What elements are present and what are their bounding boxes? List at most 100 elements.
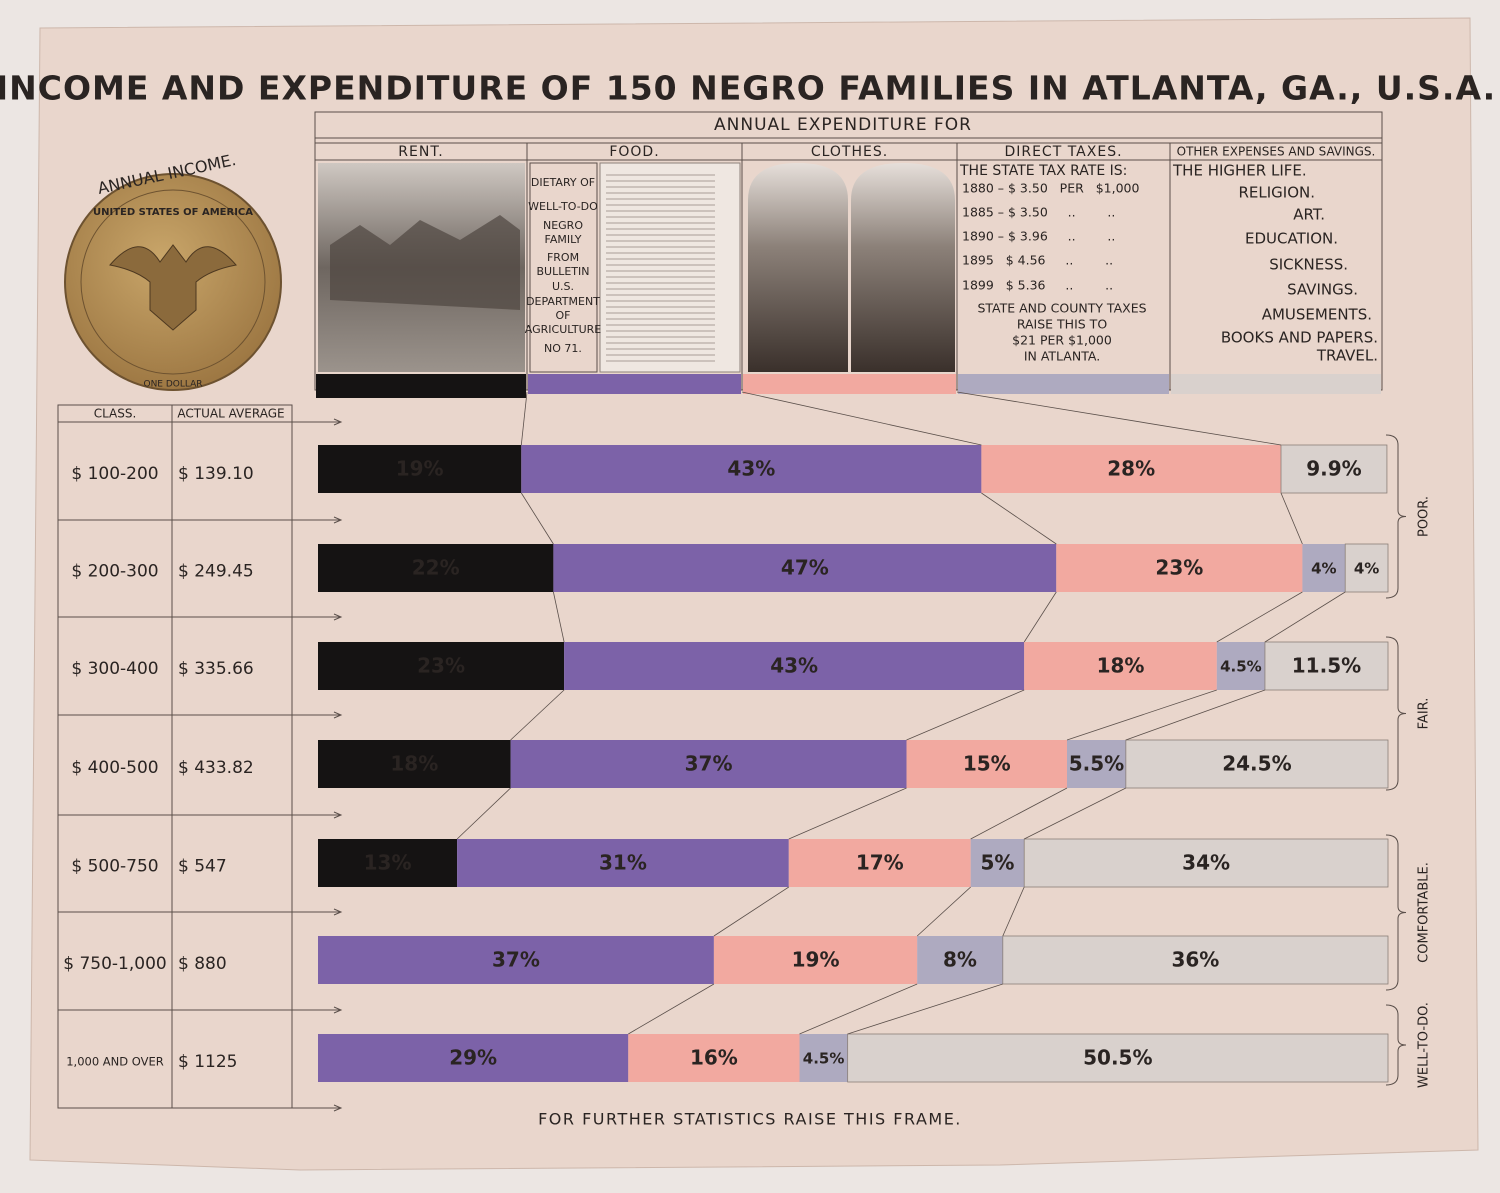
average-label: $ 880 (178, 954, 227, 974)
value-label: 8% (943, 948, 977, 972)
connector (1002, 886, 1025, 937)
value-label: 18% (390, 752, 438, 776)
bar-segment (906, 740, 1067, 788)
food-panel-line: DEPARTMENT (526, 295, 600, 308)
coin-denomination: ONE DOLLAR (143, 380, 202, 390)
arrow-head (333, 811, 343, 819)
value-label: 50.5% (1083, 1046, 1152, 1070)
arrow-head (333, 418, 343, 426)
average-label: $ 139.10 (178, 464, 254, 484)
arrow-head (333, 1104, 343, 1112)
arrow-head (333, 908, 343, 916)
bar-segment (318, 1034, 629, 1082)
coin-eagle (109, 244, 237, 331)
coin-legend: UNITED STATES OF AMERICA (93, 207, 253, 218)
bar-segment (628, 1034, 800, 1082)
clothes-photo (748, 163, 848, 372)
value-label: 24.5% (1222, 752, 1291, 776)
value-label: 29% (449, 1046, 497, 1070)
value-label: 43% (727, 457, 775, 481)
value-label: 23% (1155, 556, 1203, 580)
legend-label: RENT. (398, 144, 443, 160)
average-label: $ 433.82 (178, 758, 254, 778)
coin: ANNUAL INCOME. UNITED STATES OF AMERICA … (64, 150, 282, 391)
bar-segment (1280, 444, 1388, 494)
bar-segment (847, 1033, 1389, 1083)
other-panel-line: RELIGION. (1238, 184, 1315, 202)
value-label: 11.5% (1292, 654, 1361, 678)
value-label: 4% (1311, 560, 1336, 578)
bar-segment (521, 445, 982, 493)
coin-ring (80, 189, 266, 375)
bar-segment (553, 544, 1057, 592)
other-panel-line: ART. (1293, 206, 1325, 224)
other-panel-line: EDUCATION. (1245, 230, 1338, 248)
bar-segment (1216, 642, 1265, 690)
bar-segment (318, 642, 565, 690)
other-panel-line: TRAVEL. (1316, 347, 1378, 365)
bar-segment (788, 839, 971, 887)
other-panel-line: THE HIGHER LIFE. (1172, 162, 1307, 180)
bar-segment (318, 839, 458, 887)
food-panel-line: DIETARY OF (531, 176, 595, 189)
other-panel-line: BOOKS AND PAPERS. (1221, 329, 1378, 347)
bar-segment (1002, 935, 1389, 985)
bar-segment (1056, 544, 1303, 592)
connector (1024, 787, 1127, 840)
taxes-panel-line: STATE AND COUNTY TAXES (977, 301, 1146, 316)
value-label: 19% (792, 948, 840, 972)
taxes-panel-line: 1885 – $ 3.50 .. .. (962, 205, 1115, 220)
value-label: 4.5% (1220, 658, 1262, 676)
food-table-lines (606, 174, 715, 362)
class-label: $ 100-200 (71, 464, 158, 484)
group-bracket (1385, 434, 1407, 599)
arrow-head (333, 613, 343, 621)
average-label: $ 335.66 (178, 659, 254, 679)
class-label: $ 400-500 (71, 758, 158, 778)
arrow-head (333, 1006, 343, 1014)
taxes-panel-line: 1899 $ 5.36 .. .. (962, 278, 1113, 293)
legend-label: CLOTHES. (811, 144, 888, 160)
connector (916, 886, 971, 937)
title: INCOME AND EXPENDITURE OF 150 NEGRO FAMI… (0, 69, 1496, 108)
legend-label: FOOD. (609, 144, 659, 160)
connector (1216, 591, 1303, 643)
other-panel-line: AMUSEMENTS. (1262, 306, 1372, 324)
class-label: 1,000 AND OVER (66, 1055, 164, 1069)
other-panel-line: SAVINGS. (1287, 281, 1358, 299)
value-label: 4% (1354, 560, 1379, 578)
group-bracket (1385, 1004, 1407, 1086)
table-header: CLASS. (94, 407, 137, 421)
arrow-head (333, 516, 343, 524)
bar-segment (799, 1034, 848, 1082)
class-label: $ 200-300 (71, 562, 158, 582)
connector (520, 492, 554, 545)
bar-segment (713, 936, 918, 984)
value-label: 37% (492, 948, 540, 972)
bar-segment (564, 642, 1025, 690)
connector (628, 983, 715, 1035)
food-panel-line: OF (556, 309, 571, 322)
class-label: $ 750-1,000 (63, 954, 166, 974)
legend-label: DIRECT TAXES. (1004, 144, 1122, 160)
bar-segment (981, 445, 1281, 493)
connector (510, 689, 565, 741)
table-header: ACTUAL AVERAGE (177, 407, 284, 421)
food-table (599, 162, 741, 373)
legend-swatch (316, 374, 526, 398)
food-panel-line: NEGRO (543, 219, 583, 232)
connector (799, 983, 918, 1035)
value-label: 28% (1107, 457, 1155, 481)
bar-segment (917, 936, 1003, 984)
value-label: 17% (856, 851, 904, 875)
bar-segment (318, 544, 554, 592)
group-label: WELL-TO-DO. (1417, 1002, 1432, 1088)
value-label: 15% (963, 752, 1011, 776)
arrow-head (333, 711, 343, 719)
connector (456, 787, 511, 840)
bar-segment (457, 839, 789, 887)
group-label: FAIR. (1417, 698, 1432, 730)
average-label: $ 249.45 (178, 562, 254, 582)
rent-photo-houses (330, 215, 520, 310)
